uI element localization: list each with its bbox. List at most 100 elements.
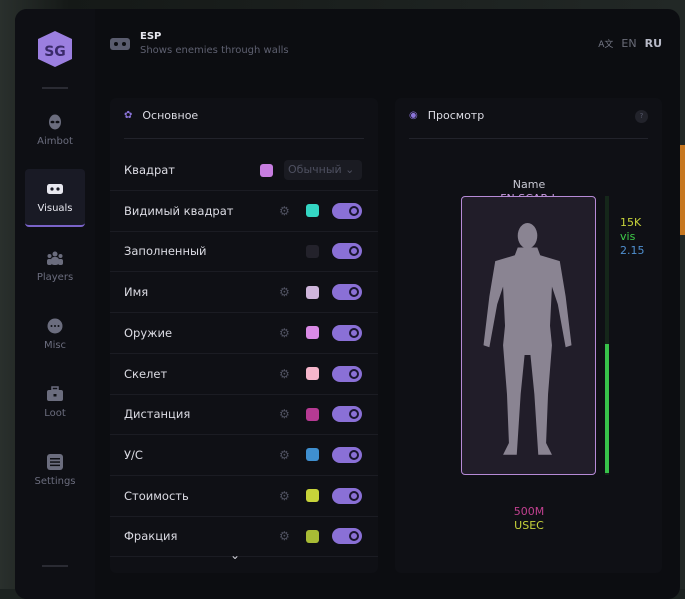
setting-row: Видимый квадрат ⚙ [110, 191, 378, 232]
setting-label: Скелет [124, 366, 168, 381]
gear-icon[interactable]: ⚙ [279, 488, 290, 503]
setting-label: Дистанция [124, 407, 191, 422]
setting-label: Видимый квадрат [124, 203, 234, 218]
divider [409, 138, 648, 139]
panel-title: Просмотр [427, 109, 485, 122]
color-swatch[interactable] [306, 448, 319, 462]
color-swatch[interactable] [306, 326, 319, 340]
gear-icon[interactable]: ⚙ [279, 203, 290, 218]
enable-toggle[interactable] [332, 324, 362, 341]
setting-label: Заполненный [124, 244, 207, 259]
logo-icon: SG [38, 31, 72, 67]
lang-en-button[interactable]: EN [621, 37, 637, 50]
sidebar-item-visuals[interactable]: Visuals [25, 169, 85, 227]
color-swatch[interactable] [306, 204, 319, 218]
setting-label: Стоимость [124, 488, 189, 503]
setting-row: Заполненный [110, 231, 378, 273]
briefcase-icon [46, 385, 64, 402]
color-swatch[interactable] [306, 285, 319, 299]
setting-row: Стоимость ⚙ [110, 476, 378, 517]
preview-box [461, 196, 596, 475]
gear-icon[interactable]: ⚙ [279, 325, 290, 340]
preview-value: 15K [620, 216, 642, 229]
setting-label: Квадрат [124, 163, 175, 177]
vr-headset-icon [110, 38, 130, 50]
enable-toggle[interactable] [332, 243, 362, 260]
app-window: SG Aimbot Visuals Players Misc Loot Settings … [15, 9, 680, 599]
gear-icon[interactable]: ⚙ [279, 529, 290, 544]
panel-header: ◉ Просмотр [409, 109, 484, 122]
sidebar-item-label: Settings [34, 475, 76, 487]
setting-row: У/С ⚙ [110, 435, 378, 476]
dropdown-value: Обычный [288, 163, 342, 176]
enable-toggle[interactable] [332, 406, 362, 423]
sidebar-item-loot[interactable]: Loot [25, 373, 85, 431]
setting-row: Квадрат Обычный ⌄ [110, 150, 378, 191]
color-swatch[interactable] [260, 163, 273, 177]
enable-toggle[interactable] [332, 528, 362, 545]
divider [42, 87, 68, 89]
language-switcher: A文 EN RU [598, 37, 662, 50]
setting-label: Оружие [124, 325, 173, 340]
eye-icon: ◉ [409, 110, 418, 121]
color-swatch[interactable] [306, 244, 319, 258]
sidebar-item-label: Visuals [37, 202, 73, 214]
sidebar-item-label: Aimbot [37, 135, 73, 147]
setting-row: Фракция ⚙ [110, 516, 378, 558]
sidebar-item-misc[interactable]: Misc [25, 305, 85, 363]
page-title: ESP [140, 31, 162, 42]
sidebar: SG Aimbot Visuals Players Misc Loot Settings [15, 9, 95, 599]
setting-label: Фракция [124, 529, 178, 544]
enable-toggle[interactable] [332, 284, 362, 301]
enable-toggle[interactable] [332, 202, 362, 219]
enable-toggle[interactable] [332, 487, 362, 504]
preview-visible: vis [620, 230, 636, 243]
color-swatch[interactable] [306, 407, 319, 421]
vr-headset-icon [46, 181, 64, 197]
gear-icon[interactable]: ⚙ [279, 366, 290, 381]
gear-icon[interactable]: ⚙ [279, 407, 290, 422]
dots-icon [46, 318, 64, 334]
color-swatch[interactable] [306, 367, 319, 380]
gear-icon[interactable]: ⚙ [279, 447, 290, 462]
box-style-dropdown[interactable]: Обычный ⌄ [284, 160, 362, 180]
color-swatch[interactable] [306, 529, 319, 543]
gear-icon: ✿ [124, 110, 133, 121]
sidebar-item-label: Loot [44, 407, 66, 419]
list-icon [46, 453, 64, 470]
svg-text:SG: SG [44, 44, 66, 60]
health-bar-fill [605, 343, 609, 473]
player-model-figure [483, 223, 572, 455]
sidebar-item-settings[interactable]: Settings [25, 441, 85, 499]
gear-icon[interactable]: ⚙ [279, 285, 290, 300]
preview-distance: 500M [513, 505, 545, 518]
preview-faction: USEC [514, 519, 544, 532]
setting-row: Оружие ⚙ [110, 313, 378, 354]
lang-ru-button[interactable]: RU [644, 37, 662, 50]
setting-row: Имя ⚙ [110, 272, 378, 314]
color-swatch[interactable] [306, 489, 319, 503]
panel-header: ✿ Основное [124, 109, 198, 122]
scroll-down-chevron-icon[interactable]: ⌄ [230, 548, 241, 562]
health-bar [605, 196, 609, 475]
enable-toggle[interactable] [332, 446, 362, 463]
setting-label: У/С [124, 447, 143, 462]
alien-icon [46, 114, 64, 130]
sidebar-item-players[interactable]: Players [25, 237, 85, 295]
setting-row: Скелет ⚙ [110, 354, 378, 395]
sidebar-item-label: Misc [43, 339, 67, 351]
translate-icon: A文 [598, 40, 614, 50]
help-button[interactable]: ? [635, 110, 648, 123]
preview-panel: ◉Просмотр ? Name FN SCAR-L 15K vis 2.15 … [395, 98, 662, 573]
preview-name: Name [512, 178, 546, 191]
divider [124, 138, 364, 139]
preview-kd: 2.15 [620, 244, 645, 257]
sidebar-item-aimbot[interactable]: Aimbot [25, 101, 85, 159]
panel-title: Основное [142, 109, 199, 122]
users-icon [46, 250, 64, 266]
background-window-edge [676, 145, 685, 235]
sidebar-item-label: Players [36, 271, 74, 283]
setting-label: Имя [124, 285, 149, 300]
divider [42, 565, 68, 567]
enable-toggle[interactable] [332, 365, 362, 382]
